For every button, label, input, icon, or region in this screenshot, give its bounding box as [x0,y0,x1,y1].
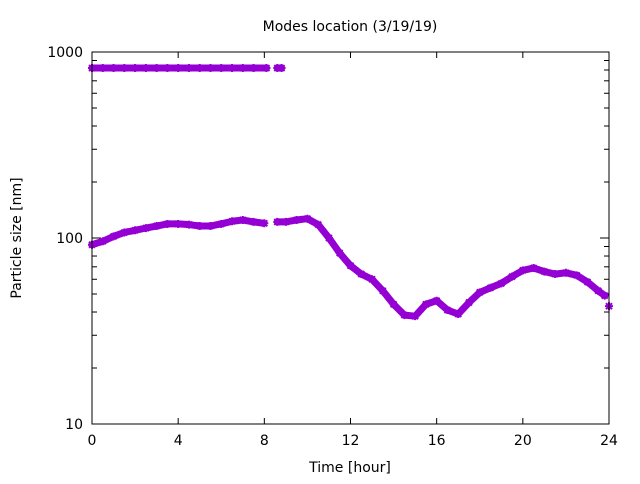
series-2-point [421,300,430,309]
series-1-point [206,64,215,73]
series-2-point [152,222,161,231]
y-tick-label: 10 [65,417,83,433]
series-1-point [238,64,247,73]
series-2-point [292,215,301,224]
x-tick-label: 20 [514,433,532,449]
series-2-point [454,310,463,319]
series-2-point [389,300,398,309]
series-2-point [195,222,204,231]
series-1-point [141,64,150,73]
series-2-point [109,232,118,241]
series-2-point [529,263,538,272]
x-axis-label: Time [hour] [308,460,391,476]
series-2-point [368,275,377,284]
series-1-point [249,64,258,73]
series-2-point [141,224,150,233]
y-axis-label: Particle size [nm] [9,177,25,298]
x-tick-label: 12 [342,433,360,449]
series-2-point [400,311,409,320]
series-2-point [238,215,247,224]
series-2-point [281,217,290,226]
series-2-point [518,266,527,275]
series-2-point [561,268,570,277]
x-tick-label: 0 [88,433,97,449]
series-2-point [486,283,495,292]
series-2-point [273,217,282,226]
series-1-point [131,64,140,73]
series-2-point [260,219,269,228]
series-1-point [184,64,193,73]
x-tick-label: 24 [600,433,618,449]
series-2-point [206,222,215,231]
chart-title: Modes location (3/19/19) [263,19,438,35]
series-2-point [324,234,333,242]
series-2-point [540,267,549,276]
series-1-point [152,64,161,73]
series-2-trace [273,215,609,320]
series-1-point [109,64,118,73]
series-2-point [497,279,506,288]
series-1-point [228,64,237,73]
series-2-point [378,286,387,295]
series-1-point [262,64,271,73]
series-2-point [346,261,355,270]
series-2-point [120,228,129,237]
series-2-point [432,296,441,305]
series-1-point [174,64,183,73]
series-2-point [572,271,581,280]
y-tick-label: 100 [56,231,83,247]
plot-frame [91,51,610,425]
series-2-point [508,272,517,281]
series-2-point [217,219,226,228]
series-2-point [551,270,560,279]
series-2-point [411,312,420,321]
series-1-point [217,64,226,73]
series-2-point [335,249,344,258]
series-1-point [163,64,172,73]
series-1-point [98,64,107,73]
series-1-point [195,64,204,73]
series-2-point [163,219,172,228]
x-tick-label: 8 [260,433,269,449]
series-1-point [273,64,282,73]
series-2-point [443,306,452,315]
series-2-point [464,298,473,307]
series-2-point [98,237,107,246]
data-marks [88,64,613,321]
x-tick-label: 4 [174,433,183,449]
series-2-point [303,214,312,223]
series-2-point [600,291,609,300]
y-tick-label: 1000 [47,45,83,61]
series-2-point [228,217,237,226]
series-2-point [184,220,193,229]
series-2-point [594,286,603,295]
series-2-point [314,220,323,229]
series-2-point [131,226,140,235]
series-1-point [277,64,286,73]
series-1-point [120,64,129,73]
series-2-point [583,278,592,287]
series-2-point [249,217,258,226]
series-2-point [475,288,484,297]
x-tick-label: 16 [428,433,446,449]
series-2-point [174,219,183,228]
series-2-point [357,270,366,279]
